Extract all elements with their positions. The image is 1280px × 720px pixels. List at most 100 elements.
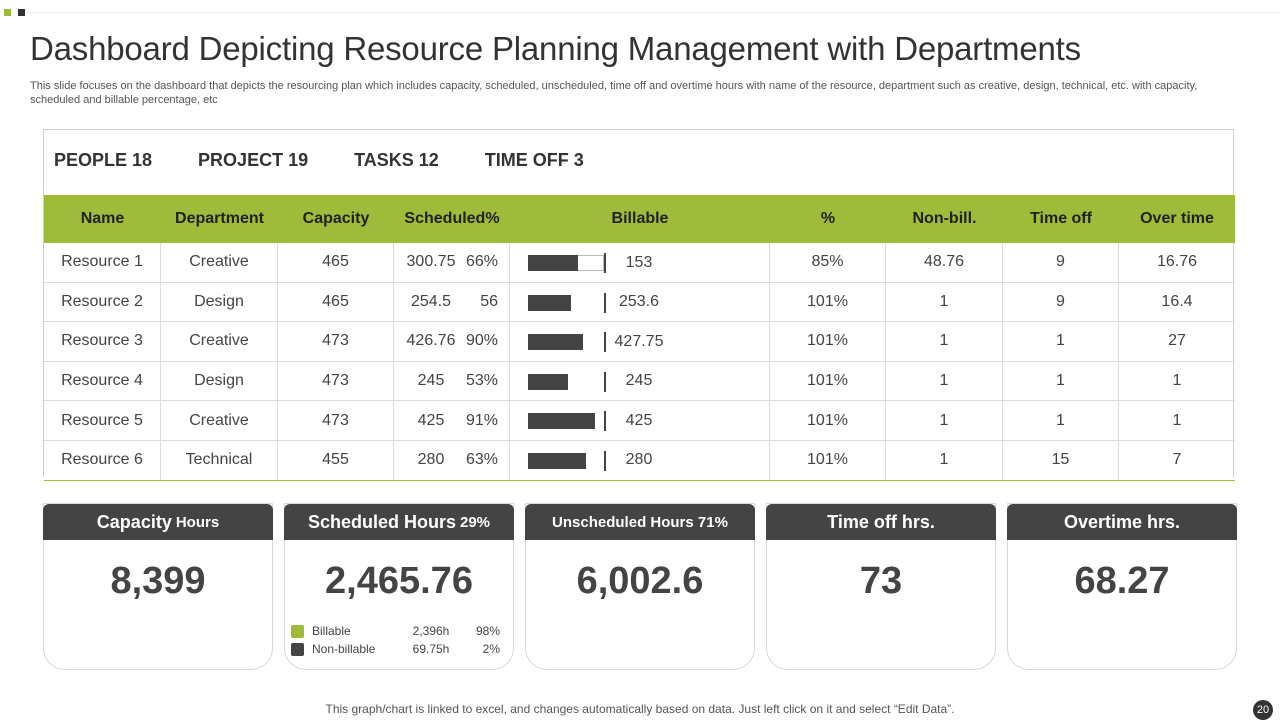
cell-name: Resource 6 [44, 440, 161, 480]
legend-item: Billable 2,396h 98% [291, 622, 500, 640]
scheduled-percent: 53% [465, 372, 498, 390]
card-value: 8,399 [110, 560, 206, 602]
cell-capacity: 465 [278, 243, 394, 282]
dark-square [18, 9, 25, 16]
card-value: 68.27 [1074, 560, 1170, 602]
accent-square [4, 9, 11, 16]
cell-percent: 101% [770, 322, 886, 361]
billable-target-tick [604, 332, 606, 353]
table-body: Resource 1 Creative 465 300.75 66% 153 85… [44, 243, 1235, 481]
header-scheduled: Scheduled% [404, 210, 500, 227]
table-row: Resource 2 Design 465 254.5 56 253.6 101%… [44, 282, 1235, 323]
cell-billable: 427.75 [510, 322, 770, 361]
scheduled-value: 426.76 [406, 332, 456, 350]
card-header: Overtime hrs. [1007, 504, 1237, 540]
cell-time-off: 9 [1003, 243, 1119, 282]
cell-non-billable: 1 [886, 361, 1003, 401]
cell-percent: 101% [770, 361, 886, 401]
billable-target-tick [604, 292, 606, 313]
card-value: 6,002.6 [576, 560, 704, 602]
scheduled-percent: 91% [465, 411, 498, 429]
slide-subtitle: This slide focuses on the dashboard that… [30, 80, 1198, 106]
billable-bar [528, 294, 571, 311]
card-header: Unscheduled Hours 71% [525, 504, 755, 540]
cell-billable: 153 [510, 243, 770, 282]
billable-bar-track [528, 373, 604, 390]
billable-value: 427.75 [614, 332, 664, 350]
billable-target-tick [604, 450, 606, 471]
cell-overtime: 7 [1172, 451, 1182, 469]
cell-billable: 280 [510, 440, 770, 480]
cell-overtime: 1 [1172, 372, 1182, 390]
cell-capacity: 473 [278, 322, 394, 361]
cell-time-off: 1 [1003, 401, 1119, 440]
billable-legend: Billable 2,396h 98% Non-billable 69.75h … [291, 622, 500, 658]
cell-department: Creative [161, 243, 278, 282]
scheduled-value: 280 [417, 451, 445, 469]
cell-non-billable: 1 [886, 322, 1003, 361]
legend-hours: 69.75h [412, 642, 450, 656]
cell-capacity: 473 [278, 401, 394, 440]
legend-hours: 2,396h [412, 624, 450, 638]
billable-bar-track [528, 413, 604, 430]
cell-percent: 85% [770, 243, 886, 282]
cell-time-off: 15 [1003, 440, 1119, 480]
cell-non-billable: 1 [886, 282, 1003, 322]
cell-scheduled: 254.5 56 [394, 282, 510, 322]
table-row: Resource 6 Technical 455 280 63% 280 101%… [44, 440, 1235, 481]
card-title: Scheduled Hours [307, 511, 456, 532]
cell-department: Creative [161, 401, 278, 440]
billable-value: 280 [625, 451, 653, 469]
table-header: Name Department Capacity Scheduled% Bill… [44, 195, 1235, 243]
legend-item: Non-billable 69.75h 2% [291, 640, 500, 658]
billable-bar [528, 255, 578, 271]
cell-time-off: 1 [1003, 361, 1119, 401]
cell-name: Resource 1 [44, 243, 161, 282]
cell-department: Creative [161, 322, 278, 361]
cell-non-billable: 1 [886, 401, 1003, 440]
legend-swatch-non-billable [291, 642, 304, 656]
cell-scheduled: 245 53% [394, 361, 510, 401]
stat-tasks: TASKS 12 [354, 150, 439, 170]
cell-billable: 425 [510, 401, 770, 440]
cell-capacity: 473 [278, 361, 394, 401]
header-department: Department [175, 210, 264, 227]
card-header: Time off hrs. [766, 504, 996, 540]
billable-value: 245 [625, 372, 653, 390]
billable-bar [528, 373, 568, 390]
legend-percent: 2% [482, 642, 500, 656]
card-title-suffix: Hours [175, 513, 220, 531]
table-row: Resource 3 Creative 473 426.76 90% 427.75… [44, 322, 1235, 362]
billable-bar [528, 413, 595, 430]
cell-name: Resource 4 [44, 361, 161, 401]
scheduled-percent: 56 [480, 292, 498, 310]
billable-bar-track [528, 452, 604, 469]
cell-percent: 101% [770, 401, 886, 440]
card-value: 2,465.76 [325, 560, 473, 602]
time-off-card: Time off hrs. 73 [766, 503, 996, 670]
cell-overtime: 16.76 [1156, 253, 1198, 271]
cell-non-billable: 1 [886, 440, 1003, 480]
billable-bar-track [528, 334, 604, 351]
billable-target-tick [604, 371, 606, 392]
cell-non-billable: 48.76 [886, 243, 1003, 282]
header-percent: % [820, 210, 836, 227]
cell-department: Technical [161, 440, 278, 480]
cell-time-off: 9 [1003, 282, 1119, 322]
cell-percent: 101% [770, 282, 886, 322]
billable-target-tick [604, 411, 606, 432]
scheduled-percent: 63% [465, 451, 498, 469]
table-row: Resource 1 Creative 465 300.75 66% 153 85… [44, 243, 1235, 283]
header-name: Name [80, 210, 125, 227]
scheduled-value: 254.5 [410, 292, 452, 310]
cell-name: Resource 3 [44, 322, 161, 361]
billable-target-tick [604, 253, 606, 273]
card-title: Capacity [96, 511, 172, 532]
header-non-billable: Non-bill. [912, 210, 977, 227]
page-number: 20 [1253, 700, 1273, 720]
billable-value: 153 [625, 253, 653, 271]
cell-capacity: 455 [278, 440, 394, 480]
cell-capacity: 465 [278, 282, 394, 322]
billable-value: 253.6 [618, 293, 660, 311]
legend-percent: 98% [475, 624, 500, 638]
